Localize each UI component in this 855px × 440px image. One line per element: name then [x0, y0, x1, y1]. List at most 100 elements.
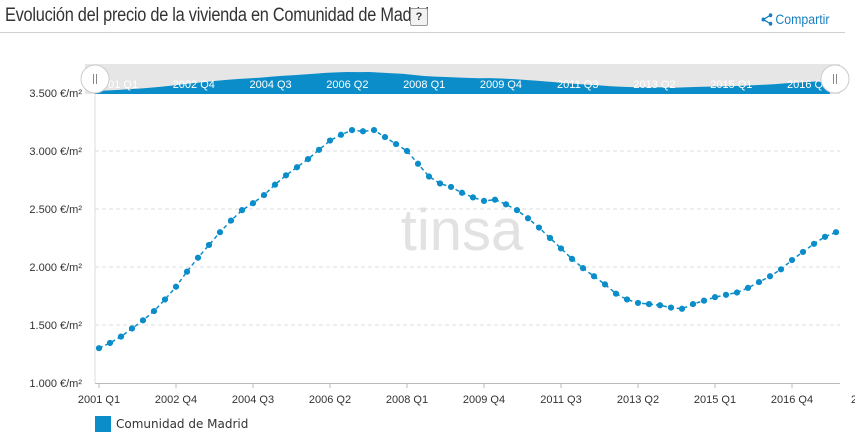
navigator-tick-label: 2002 Q4 — [173, 79, 215, 91]
data-point — [733, 289, 741, 296]
data-point — [788, 256, 796, 264]
data-point — [524, 215, 532, 222]
data-point — [722, 291, 730, 298]
y-tick-label: 1.500 €/m² — [29, 320, 82, 332]
data-point — [689, 301, 697, 308]
data-point — [832, 229, 840, 236]
legend-swatch — [95, 416, 111, 432]
data-point — [656, 302, 664, 309]
data-point — [711, 294, 719, 301]
navigator-tick-label: 2013 Q2 — [633, 79, 675, 91]
navigator-tick-label: 2008 Q1 — [403, 79, 445, 91]
x-tick-label: 2001 Q1 — [78, 394, 120, 406]
navigator-tick-label: 2011 Q3 — [557, 79, 598, 91]
data-point — [260, 191, 268, 199]
data-point — [700, 297, 708, 304]
navigator-right-handle[interactable] — [820, 64, 850, 94]
data-point — [381, 133, 389, 141]
data-point — [348, 127, 356, 134]
data-point — [150, 307, 158, 315]
data-point — [535, 224, 543, 231]
legend-label: Comunidad de Madrid — [116, 417, 249, 431]
data-point — [513, 207, 521, 214]
help-button[interactable]: ? — [410, 8, 428, 26]
data-point — [326, 137, 334, 144]
data-point — [810, 240, 818, 247]
data-point — [579, 265, 587, 272]
data-point — [799, 248, 807, 256]
navigator-tick-label: 2006 Q2 — [326, 79, 368, 91]
data-point — [469, 194, 477, 201]
data-point — [282, 172, 290, 179]
data-point — [546, 234, 554, 242]
data-point — [678, 305, 686, 312]
data-point — [436, 180, 444, 187]
x-tick-label: 2009 Q4 — [463, 394, 505, 406]
data-point — [755, 278, 763, 286]
handle-knob — [80, 64, 110, 94]
chart-header: Evolución del precio de la vivienda en C… — [0, 0, 845, 33]
data-point — [447, 183, 455, 191]
navigator-tick-label: 2015 Q1 — [710, 79, 752, 91]
data-point — [95, 345, 103, 352]
data-point — [568, 255, 576, 262]
series-comunidad-de-madrid — [95, 127, 840, 352]
x-tick-label: 2015 Q1 — [694, 394, 736, 406]
data-point — [612, 290, 620, 297]
data-point — [205, 241, 213, 249]
data-point — [183, 268, 191, 275]
x-tick-label: 2016 Q4 — [771, 394, 813, 406]
data-point — [315, 146, 323, 153]
data-point — [117, 333, 125, 340]
navigator-left-handle[interactable] — [80, 64, 110, 94]
data-point — [337, 131, 345, 138]
range-navigator[interactable]: 2001 Q1 2002 Q4 2004 Q3 2006 Q2 2008 Q1 2009 … — [80, 64, 850, 94]
data-point — [304, 156, 312, 163]
y-tick-label: 1.000 €/m² — [29, 378, 82, 390]
navigator-baseline — [95, 92, 830, 94]
data-point — [216, 229, 224, 236]
data-point — [557, 245, 565, 252]
navigator-tick-label: 2009 Q4 — [480, 79, 522, 91]
data-point — [293, 164, 301, 171]
data-point — [425, 173, 433, 180]
y-tick-label: 3.000 €/m² — [29, 146, 82, 158]
data-point — [370, 127, 378, 134]
x-tick-label: 2004 Q3 — [232, 394, 274, 406]
data-point — [128, 325, 136, 332]
data-point — [777, 266, 785, 273]
data-point — [403, 147, 411, 155]
data-point — [590, 273, 598, 280]
data-point — [645, 301, 653, 308]
x-tick-label: 2006 Q2 — [309, 394, 351, 406]
share-icon — [761, 13, 772, 26]
data-point — [414, 160, 422, 167]
share-label: Compartir — [774, 11, 829, 27]
data-point — [458, 189, 466, 196]
data-point — [667, 304, 675, 311]
navigator-area — [95, 72, 830, 92]
data-point — [271, 181, 279, 188]
navigator-tick-label: 2004 Q3 — [249, 79, 291, 91]
tinsa-watermark: tinsa — [401, 198, 524, 263]
data-point — [172, 283, 180, 290]
data-point — [227, 217, 235, 224]
share-button[interactable]: Compartir — [761, 11, 829, 27]
data-point — [359, 128, 367, 135]
y-axis: 1.000 €/m² 1.500 €/m² 2.000 €/m² 2.500 €/m²… — [29, 88, 82, 390]
data-point — [194, 254, 202, 261]
y-tick-label: 3.500 €/m² — [29, 88, 82, 100]
navigator-tick-label: 2016 Q4 — [787, 79, 829, 91]
legend-item[interactable]: Comunidad de Madrid — [95, 416, 248, 432]
x-tick-label: 2002 Q4 — [155, 394, 197, 406]
handle-knob — [820, 64, 850, 94]
x-axis: 2001 Q1 2002 Q4 2004 Q3 2006 Q2 2008 Q1 2009 … — [78, 383, 855, 406]
data-point — [623, 296, 631, 303]
x-tick-label: 2011 Q3 — [540, 394, 581, 406]
data-point — [491, 196, 499, 203]
chart-title: Evolución del precio de la vivienda en C… — [5, 5, 429, 26]
x-tick-label: 2018 Q — [851, 394, 855, 406]
data-point — [821, 233, 829, 240]
x-tick-label: 2013 Q2 — [617, 394, 659, 406]
